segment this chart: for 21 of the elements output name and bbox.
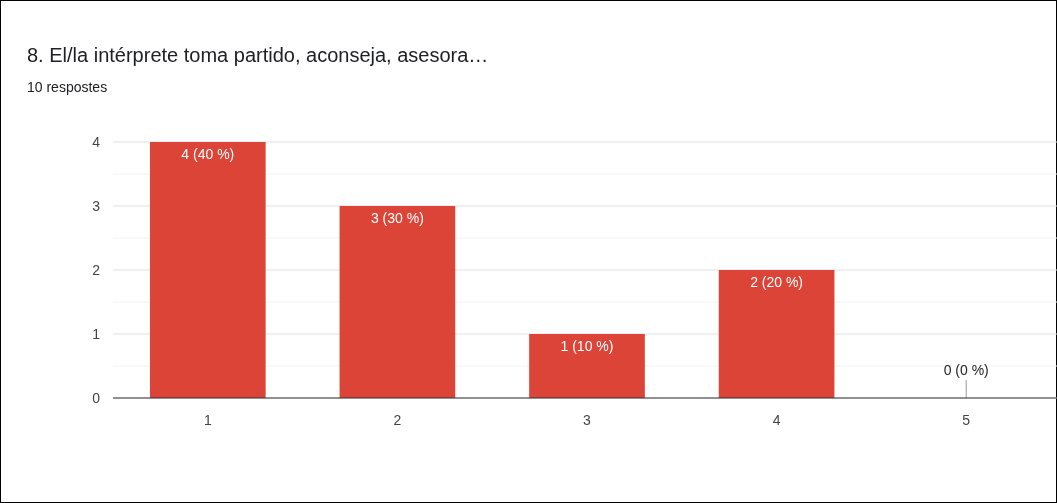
y-tick-label: 3 — [92, 198, 101, 214]
x-tick-label: 2 — [393, 412, 402, 428]
x-tick-label: 5 — [962, 412, 971, 428]
data-label: 1 (10 %) — [560, 338, 614, 354]
bar — [149, 142, 266, 398]
x-tick-label: 4 — [772, 412, 781, 428]
data-label: 0 (0 %) — [943, 362, 989, 378]
x-tick-label: 1 — [203, 412, 212, 428]
bar — [529, 334, 645, 398]
y-tick-label: 2 — [92, 262, 101, 278]
chart-title: 8. El/la intérprete toma partido, aconseja, asesora… — [27, 44, 489, 66]
chart-subtitle: 10 respostes — [27, 79, 108, 95]
bar — [718, 270, 835, 398]
data-label: 3 (30 %) — [370, 210, 424, 226]
bar — [339, 206, 456, 398]
data-label: 4 (40 %) — [181, 146, 235, 162]
y-tick-label: 0 — [92, 390, 101, 406]
y-tick-label: 4 — [92, 134, 101, 150]
y-tick-label: 1 — [92, 326, 101, 342]
data-label: 2 (20 %) — [750, 274, 804, 290]
x-tick-label: 3 — [583, 412, 592, 428]
